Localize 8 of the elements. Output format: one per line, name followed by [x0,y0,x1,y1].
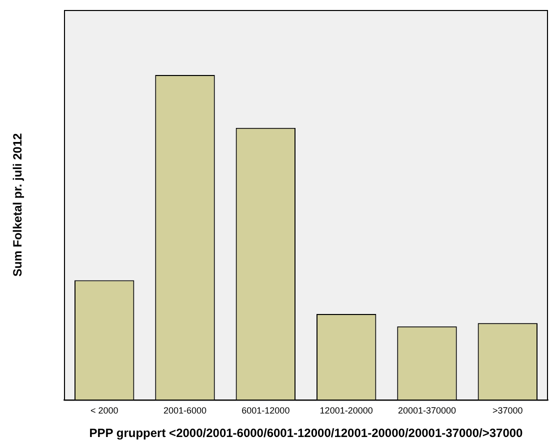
x-tick-label: 2001-6000 [163,406,207,416]
x-tick-label: >37000 [492,406,523,416]
x-tick-label: 12001-20000 [320,406,373,416]
x-tick-label: 6001-12000 [242,406,290,416]
x-tick-label: 20001-370000 [398,406,456,416]
x-axis-title: PPP gruppert <2000/2001-6000/6001-12000/12001-20000/20001-37000/>37000 [89,426,524,440]
x-tick-label: < 2000 [90,406,118,416]
y-axis-title: Sum Folketal pr. juli 2012 [10,132,24,277]
